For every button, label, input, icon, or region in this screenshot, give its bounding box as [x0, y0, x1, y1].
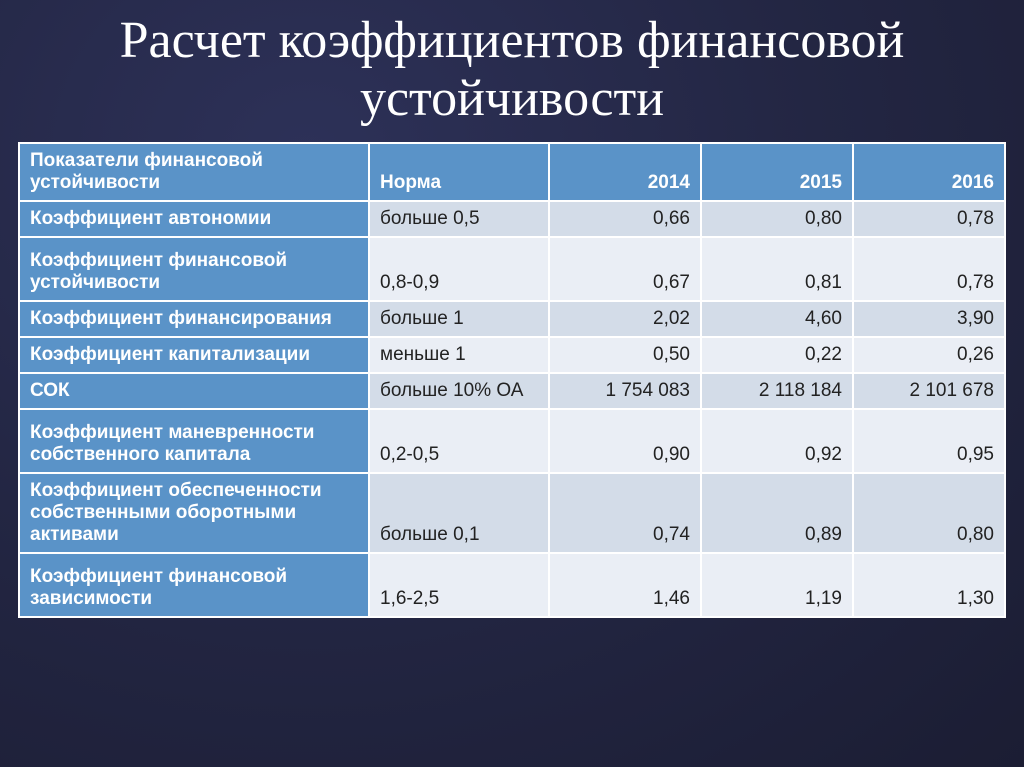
row-value: 1,30 — [853, 553, 1005, 617]
row-norm: 1,6-2,5 — [369, 553, 549, 617]
row-value: 0,80 — [701, 201, 853, 237]
table-row: Коэффициент маневренности собственного к… — [19, 409, 1005, 473]
row-value: 0,26 — [853, 337, 1005, 373]
col-2014: 2014 — [549, 143, 701, 201]
table-row: Коэффициент финансовой устойчивости0,8-0… — [19, 237, 1005, 301]
row-value: 0,80 — [853, 473, 1005, 553]
table-row: СОКбольше 10% ОА1 754 0832 118 1842 101 … — [19, 373, 1005, 409]
row-norm: больше 1 — [369, 301, 549, 337]
row-value: 4,60 — [701, 301, 853, 337]
table-body: Коэффициент автономиибольше 0,50,660,800… — [19, 201, 1005, 617]
row-norm: 0,8-0,9 — [369, 237, 549, 301]
col-2016: 2016 — [853, 143, 1005, 201]
row-value: 1 754 083 — [549, 373, 701, 409]
row-value: 0,78 — [853, 201, 1005, 237]
col-norm: Норма — [369, 143, 549, 201]
row-value: 0,50 — [549, 337, 701, 373]
row-value: 0,90 — [549, 409, 701, 473]
row-norm: меньше 1 — [369, 337, 549, 373]
row-value: 0,66 — [549, 201, 701, 237]
row-norm: 0,2-0,5 — [369, 409, 549, 473]
row-value: 0,22 — [701, 337, 853, 373]
table-header-row: Показатели финансовой устойчивости Норма… — [19, 143, 1005, 201]
table-row: Коэффициент финансированиябольше 12,024,… — [19, 301, 1005, 337]
row-label: Коэффициент финансовой устойчивости — [19, 237, 369, 301]
slide: Расчет коэффициентов финансовой устойчив… — [0, 0, 1024, 767]
row-value: 0,78 — [853, 237, 1005, 301]
row-label: Коэффициент капитализации — [19, 337, 369, 373]
row-label: Коэффициент маневренности собственного к… — [19, 409, 369, 473]
table-row: Коэффициент капитализациименьше 10,500,2… — [19, 337, 1005, 373]
row-value: 3,90 — [853, 301, 1005, 337]
row-norm: больше 10% ОА — [369, 373, 549, 409]
financial-ratios-table: Показатели финансовой устойчивости Норма… — [18, 142, 1006, 618]
row-label: Коэффициент финансовой зависимости — [19, 553, 369, 617]
row-value: 1,46 — [549, 553, 701, 617]
row-value: 0,81 — [701, 237, 853, 301]
row-value: 0,95 — [853, 409, 1005, 473]
table-row: Коэффициент обеспеченности собственными … — [19, 473, 1005, 553]
col-indicator: Показатели финансовой устойчивости — [19, 143, 369, 201]
row-value: 0,74 — [549, 473, 701, 553]
row-label: Коэффициент финансирования — [19, 301, 369, 337]
row-value: 2 118 184 — [701, 373, 853, 409]
row-value: 2,02 — [549, 301, 701, 337]
row-norm: больше 0,5 — [369, 201, 549, 237]
row-value: 0,92 — [701, 409, 853, 473]
row-value: 0,67 — [549, 237, 701, 301]
table-row: Коэффициент финансовой зависимости1,6-2,… — [19, 553, 1005, 617]
row-label: Коэффициент обеспеченности собственными … — [19, 473, 369, 553]
row-label: СОК — [19, 373, 369, 409]
row-norm: больше 0,1 — [369, 473, 549, 553]
row-value: 0,89 — [701, 473, 853, 553]
table-row: Коэффициент автономиибольше 0,50,660,800… — [19, 201, 1005, 237]
row-label: Коэффициент автономии — [19, 201, 369, 237]
col-2015: 2015 — [701, 143, 853, 201]
row-value: 1,19 — [701, 553, 853, 617]
row-value: 2 101 678 — [853, 373, 1005, 409]
slide-title: Расчет коэффициентов финансовой устойчив… — [18, 12, 1006, 128]
